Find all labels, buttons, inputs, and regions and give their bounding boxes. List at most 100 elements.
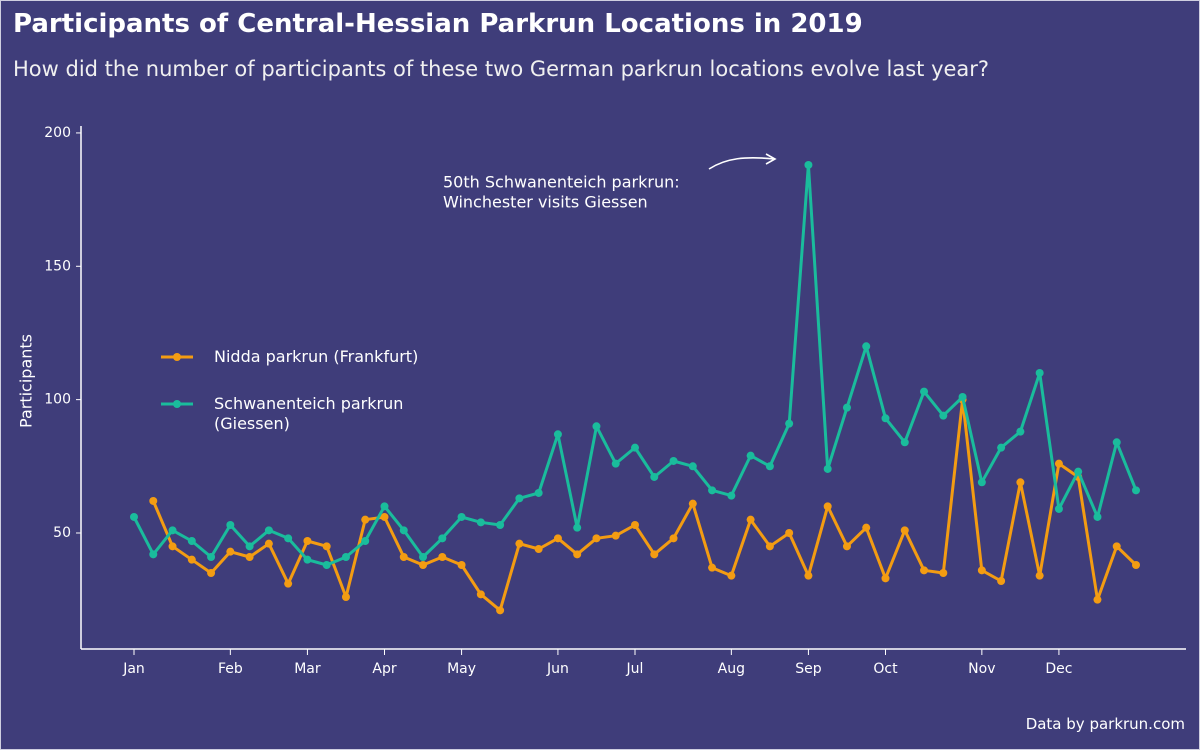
point [515,494,524,503]
chart-title: Participants of Central-Hessian Parkrun … [13,9,863,39]
legend-swatch-dot [173,353,181,361]
point [592,534,601,543]
point [842,403,851,412]
annotation-arrow [708,156,775,170]
point [611,531,620,540]
x-tick-label: Mar [294,661,321,677]
annotation: 50th Schwanenteich parkrun: [443,173,680,192]
point [746,451,755,460]
point [1054,459,1063,468]
annotation-arrow-head [765,153,777,165]
point [149,496,158,505]
point [631,443,639,452]
point [920,566,929,575]
point [226,547,235,556]
point [785,419,794,428]
point [1016,478,1025,487]
point [592,422,601,431]
x-tick-label: Dec [1045,661,1072,677]
point [823,502,832,511]
point [939,411,948,420]
x-tick-label: Nov [968,661,995,677]
point [149,550,158,559]
point [341,552,350,561]
point [765,542,774,551]
point [380,502,389,511]
point [708,486,717,495]
point [168,526,177,535]
point [361,515,370,524]
point [862,342,871,351]
point [226,520,235,529]
x-tick-label: Jul [626,661,644,677]
point [341,592,350,601]
point [1112,542,1121,551]
point [496,520,505,529]
point [746,515,755,524]
x-tick-label: Feb [218,661,243,677]
y-tick-label: 200 [44,125,71,141]
point [476,590,485,599]
x-tick-label: Aug [718,661,745,677]
point [650,472,659,481]
point [1054,504,1063,513]
point [207,568,216,577]
point [573,550,582,559]
legend-label: Nidda parkrun (Frankfurt) [214,347,419,366]
point [611,459,620,468]
point [438,552,447,561]
point [573,523,582,532]
point [553,430,562,439]
point [130,512,138,521]
point [862,523,871,532]
point [804,571,813,580]
point [207,552,216,561]
point [322,560,331,569]
point [187,536,196,545]
point [534,488,543,497]
point [438,534,447,543]
point [688,462,697,471]
legend-label: Schwanenteich parkrun (Giessen) [214,394,404,433]
caption: Data by parkrun.com [1025,715,1185,733]
point [534,544,543,553]
point [650,550,659,559]
x-tick-label: Sep [795,661,822,677]
annotation: Winchester visits Giessen [443,193,648,212]
point [997,576,1006,585]
point [1035,571,1044,580]
point [900,438,909,447]
point [977,478,986,487]
chart-subtitle: How did the number of participants of th… [13,57,990,81]
point [939,568,948,577]
point [1035,368,1044,377]
point [1016,427,1025,436]
point [631,520,639,529]
x-tick-label: Jun [546,661,569,677]
point [399,526,408,535]
x-tick-label: Jan [122,661,145,677]
x-tick-label: May [447,661,476,677]
point [476,518,485,527]
point [187,555,196,564]
point [457,560,466,569]
point [399,552,408,561]
point [284,579,293,588]
x-tick-label: Apr [372,661,396,677]
point [380,512,389,521]
point [168,542,177,551]
point [419,552,428,561]
point [958,392,967,401]
point [823,464,832,473]
point [997,443,1006,452]
x-tick-label: Oct [873,661,898,677]
point [553,534,562,543]
y-axis-title: Participants [17,334,36,428]
point [669,534,678,543]
point [1112,438,1121,447]
point [1093,512,1102,521]
series-line [151,398,1138,612]
point [303,555,312,564]
